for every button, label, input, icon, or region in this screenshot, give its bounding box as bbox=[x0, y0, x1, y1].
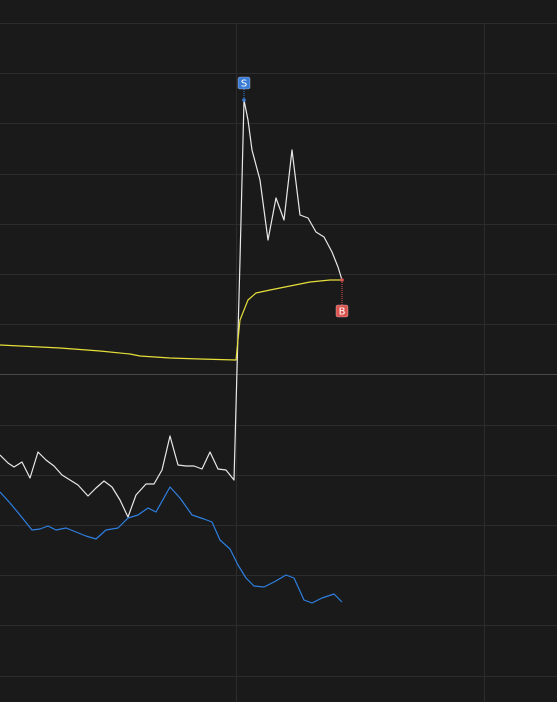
signal-badge bbox=[237, 76, 251, 90]
grid bbox=[0, 23, 557, 677]
signal-badge bbox=[335, 304, 349, 318]
price-line bbox=[0, 99, 343, 518]
signal-label: B bbox=[339, 307, 346, 318]
price-line bbox=[0, 279, 342, 361]
price-line bbox=[0, 486, 343, 604]
signal-label: S bbox=[241, 79, 247, 90]
